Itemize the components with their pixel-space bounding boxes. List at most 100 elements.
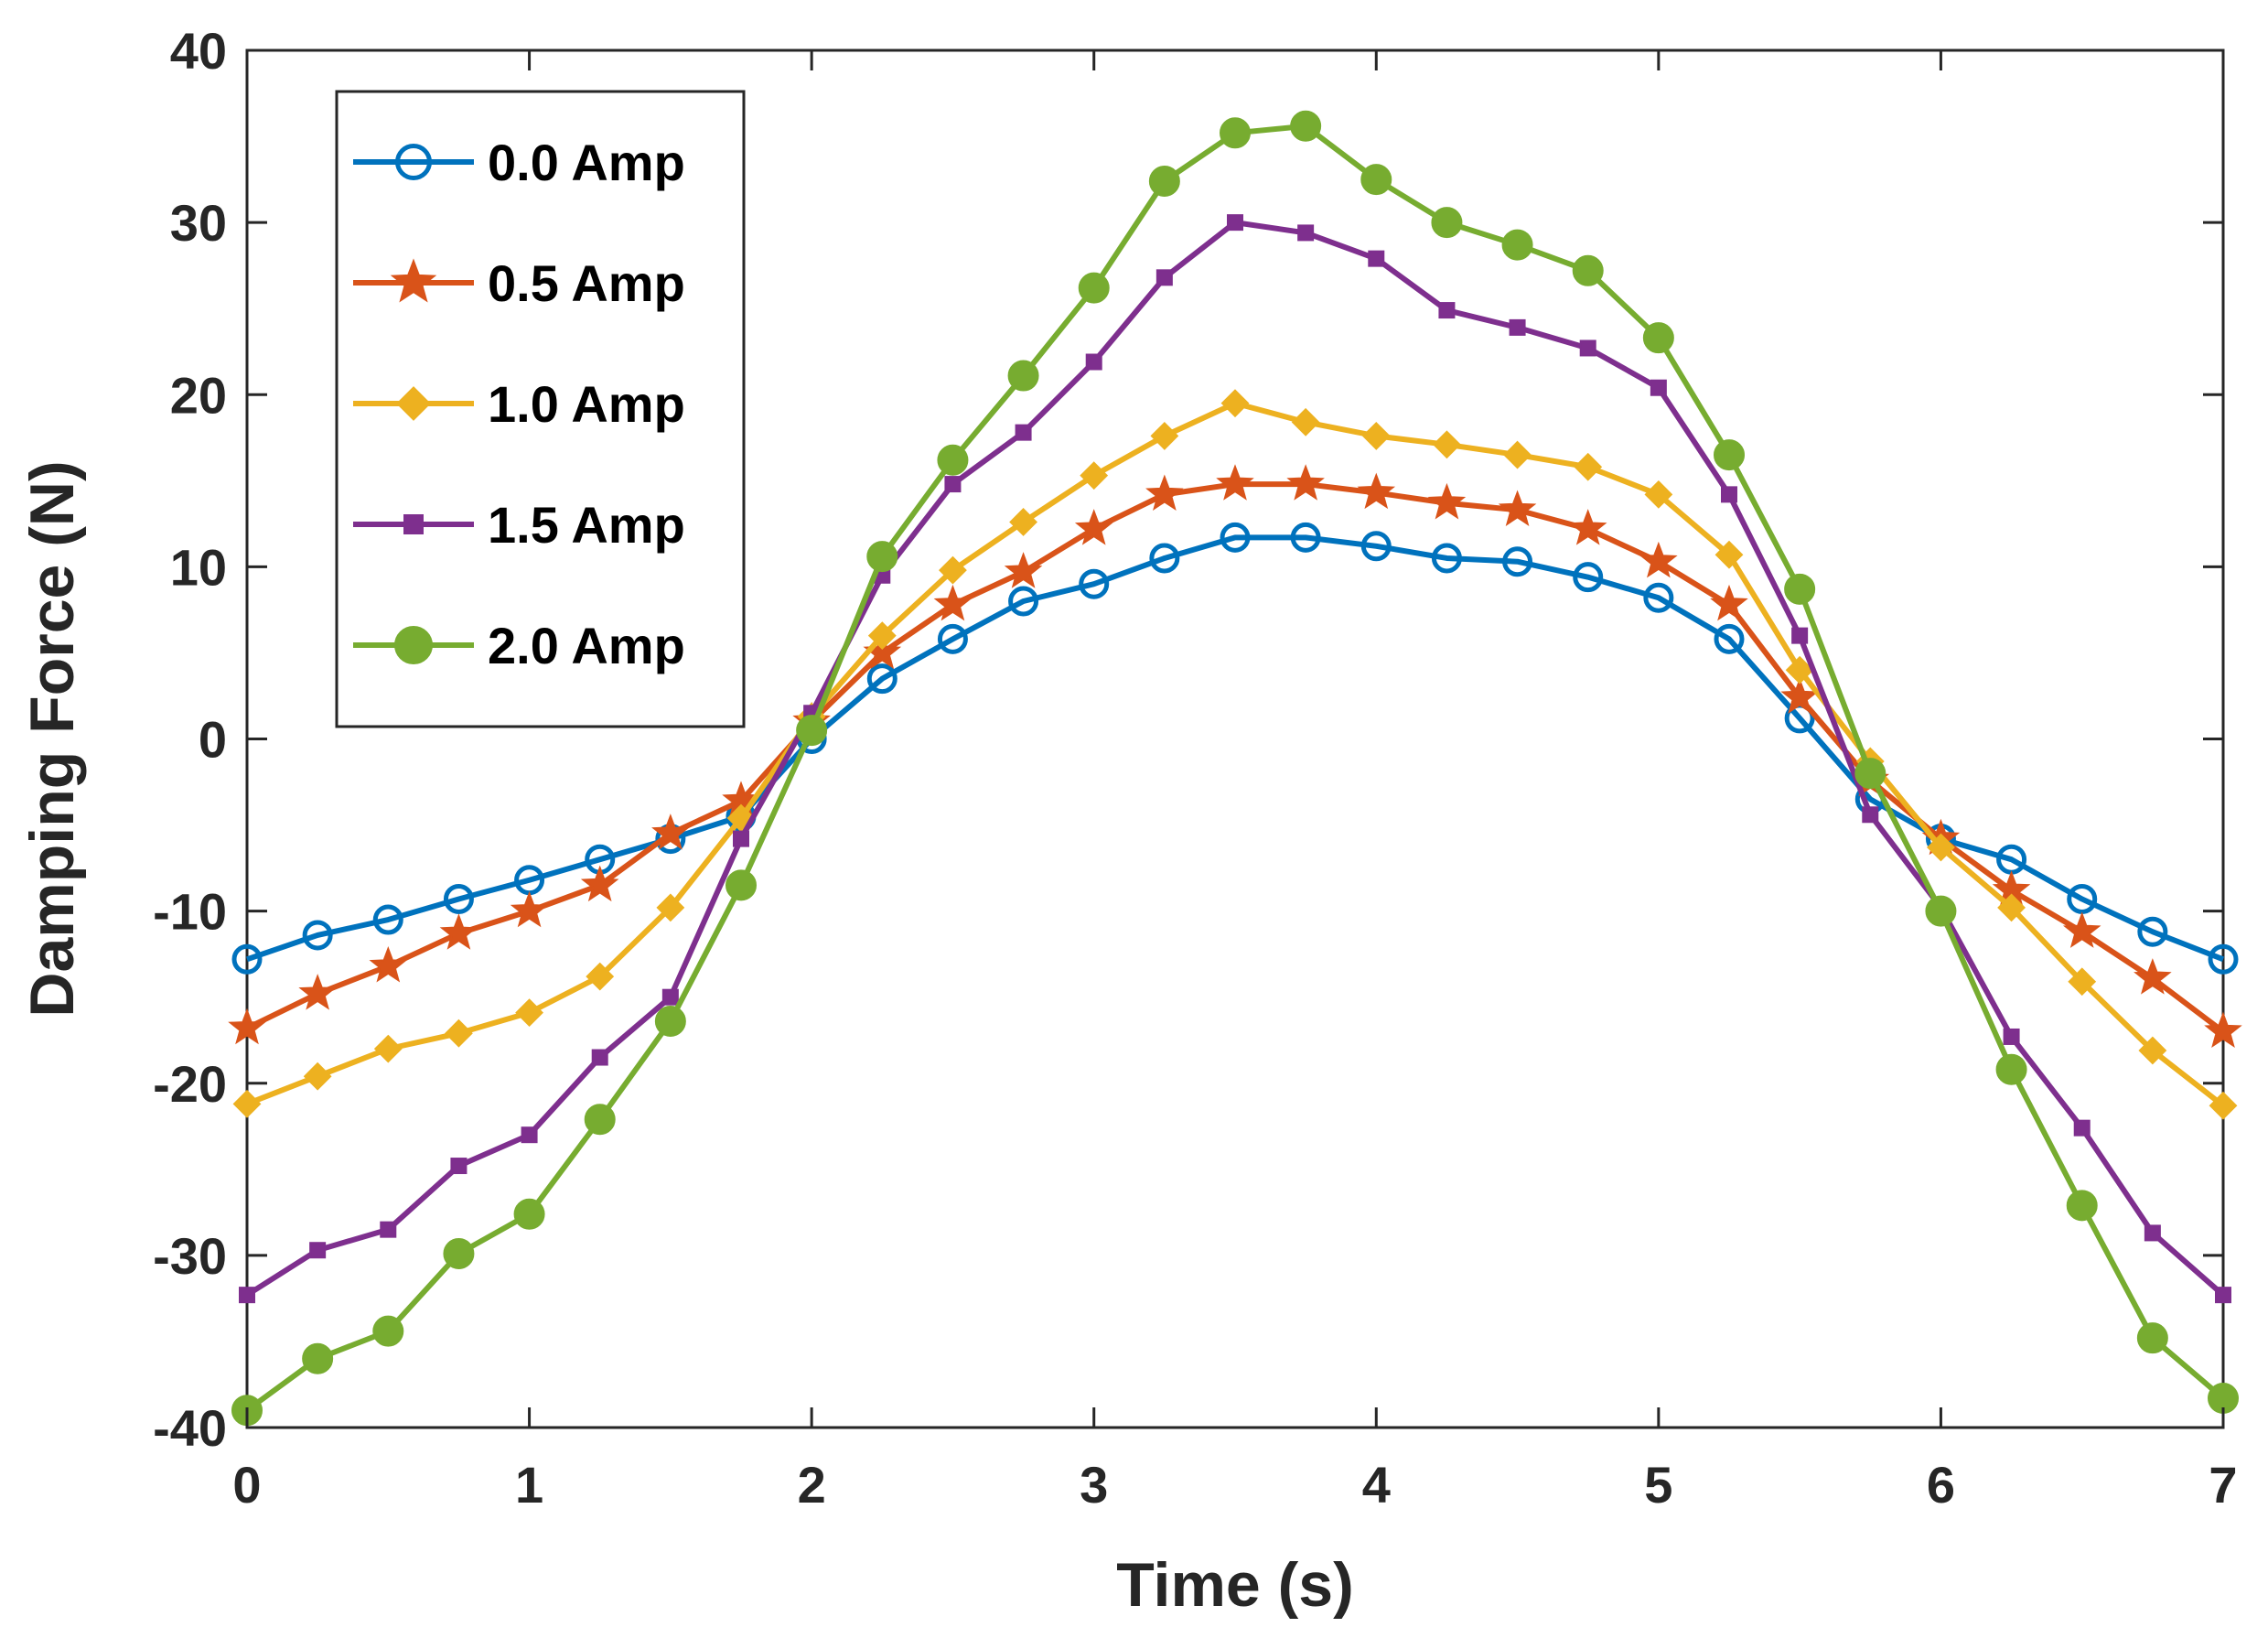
data-point-1-5-amp bbox=[1721, 486, 1737, 503]
legend-label: 1.5 Amp bbox=[488, 496, 685, 554]
data-point-2-0-amp bbox=[1572, 254, 1604, 286]
data-point-2-0-amp bbox=[1925, 895, 1957, 927]
data-point-0-5-amp bbox=[1710, 584, 1748, 621]
data-point-0-0-amp bbox=[1643, 582, 1674, 613]
data-point-0-0-amp bbox=[2137, 916, 2168, 947]
data-point-1-0-amp bbox=[656, 893, 685, 922]
y-axis-label: Damping Force (N) bbox=[17, 460, 87, 1017]
data-point-2-0-amp bbox=[1007, 360, 1039, 392]
data-point-1-0-amp bbox=[1291, 407, 1320, 436]
data-point-0-0-amp bbox=[1714, 623, 1745, 654]
data-point-2-0-amp bbox=[1714, 439, 1745, 471]
data-point-2-0-amp bbox=[1078, 272, 1110, 304]
data-point-2-0-amp bbox=[1290, 110, 1322, 142]
data-point-2-0-amp bbox=[1854, 758, 1886, 790]
data-point-1-5-amp bbox=[1862, 806, 1879, 824]
data-point-0-0-amp bbox=[372, 904, 403, 935]
data-point-1-0-amp bbox=[867, 621, 897, 651]
data-point-1-0-amp bbox=[1997, 893, 2026, 922]
x-tick-label: 7 bbox=[2209, 1456, 2237, 1514]
data-point-1-5-amp bbox=[521, 1126, 538, 1144]
data-point-1-0-amp bbox=[939, 555, 967, 585]
data-point-0-0-amp bbox=[1502, 546, 1533, 577]
data-point-2-0-amp bbox=[1220, 117, 1251, 149]
data-point-0-0-amp bbox=[937, 623, 968, 654]
legend-marker bbox=[395, 144, 432, 180]
data-point-2-0-amp bbox=[2066, 1190, 2098, 1222]
data-point-0-0-amp bbox=[1431, 543, 1462, 574]
data-point-1-5-amp bbox=[1227, 214, 1243, 232]
series-1-5-amp bbox=[239, 214, 2231, 1304]
data-point-0-0-amp bbox=[443, 883, 474, 914]
data-point-0-5-amp bbox=[369, 945, 408, 983]
legend-marker bbox=[396, 386, 431, 421]
x-axis-label: Time (s) bbox=[1116, 1550, 1353, 1620]
data-point-0-5-amp bbox=[651, 814, 690, 850]
data-point-0-5-amp bbox=[1004, 552, 1043, 588]
legend-marker bbox=[394, 626, 433, 664]
y-tick-label: 0 bbox=[199, 711, 227, 769]
series-0-5-amp bbox=[228, 464, 2242, 1048]
data-point-0-5-amp bbox=[1357, 472, 1396, 510]
data-point-1-0-amp bbox=[1644, 480, 1673, 509]
data-point-2-0-amp bbox=[726, 869, 757, 901]
data-point-2-0-amp bbox=[1784, 573, 1816, 605]
data-point-0-5-amp bbox=[2204, 1011, 2242, 1048]
data-point-2-0-amp bbox=[1148, 165, 1180, 197]
data-point-0-0-amp bbox=[1008, 586, 1039, 617]
series-1-0-amp bbox=[232, 389, 2238, 1120]
data-point-1-5-amp bbox=[2215, 1287, 2231, 1304]
data-point-0-5-amp bbox=[1427, 482, 1467, 520]
legend-entry-1-5-amp: 1.5 Amp bbox=[353, 496, 685, 554]
data-point-0-0-amp bbox=[1220, 522, 1251, 553]
y-tick-label: 40 bbox=[170, 22, 227, 80]
y-tick-label: 10 bbox=[170, 538, 227, 596]
x-tick-label: 4 bbox=[1362, 1456, 1391, 1514]
x-tick-label: 1 bbox=[515, 1456, 543, 1514]
data-point-1-0-amp bbox=[1503, 440, 1532, 469]
y-tick-label: -30 bbox=[153, 1227, 227, 1285]
y-tick-label: -20 bbox=[153, 1055, 227, 1113]
x-tick-label: 5 bbox=[1644, 1456, 1672, 1514]
data-point-2-0-amp bbox=[443, 1237, 475, 1269]
data-point-2-0-amp bbox=[796, 715, 828, 747]
data-point-0-0-amp bbox=[1573, 562, 1604, 593]
data-point-0-5-amp bbox=[1498, 490, 1537, 526]
data-point-2-0-amp bbox=[1360, 164, 1392, 196]
y-tick-label: -10 bbox=[153, 883, 227, 941]
data-point-1-5-amp bbox=[450, 1158, 468, 1175]
data-point-1-0-amp bbox=[232, 1089, 262, 1118]
data-point-0-5-amp bbox=[228, 1008, 266, 1045]
data-point-1-0-amp bbox=[2209, 1091, 2238, 1120]
legend-entry-0-0-amp: 0.0 Amp bbox=[353, 134, 685, 191]
data-point-2-0-amp bbox=[1431, 207, 1463, 239]
data-point-2-0-amp bbox=[654, 1006, 686, 1038]
legend-label: 0.5 Amp bbox=[488, 254, 685, 312]
data-point-0-0-amp bbox=[302, 920, 333, 951]
data-point-1-5-amp bbox=[380, 1221, 397, 1238]
data-point-1-0-amp bbox=[1714, 540, 1744, 569]
data-point-0-5-amp bbox=[1216, 464, 1254, 501]
data-point-1-0-amp bbox=[445, 1018, 473, 1048]
data-point-2-0-amp bbox=[937, 444, 969, 476]
data-point-1-5-amp bbox=[1650, 379, 1667, 396]
x-tick-label: 3 bbox=[1080, 1456, 1108, 1514]
data-point-1-5-amp bbox=[1085, 353, 1102, 371]
data-point-1-0-amp bbox=[1080, 461, 1109, 490]
data-point-1-0-amp bbox=[2068, 967, 2097, 997]
data-point-2-0-amp bbox=[513, 1198, 545, 1230]
y-tick-label: 20 bbox=[170, 366, 227, 424]
data-point-0-5-amp bbox=[1286, 464, 1325, 501]
data-point-0-5-amp bbox=[933, 584, 973, 621]
legend-label: 2.0 Amp bbox=[488, 617, 685, 674]
data-point-2-0-amp bbox=[584, 1104, 616, 1136]
legend-entry-0-5-amp: 0.5 Amp bbox=[353, 254, 685, 312]
data-point-0-0-amp bbox=[1079, 568, 1110, 599]
x-tick-label: 0 bbox=[232, 1456, 261, 1514]
legend-entry-2-0-amp: 2.0 Amp bbox=[353, 617, 685, 674]
data-point-0-5-amp bbox=[2062, 911, 2101, 948]
data-point-1-5-amp bbox=[1015, 424, 1032, 441]
data-point-1-5-amp bbox=[733, 830, 749, 847]
data-point-0-5-amp bbox=[580, 865, 619, 902]
